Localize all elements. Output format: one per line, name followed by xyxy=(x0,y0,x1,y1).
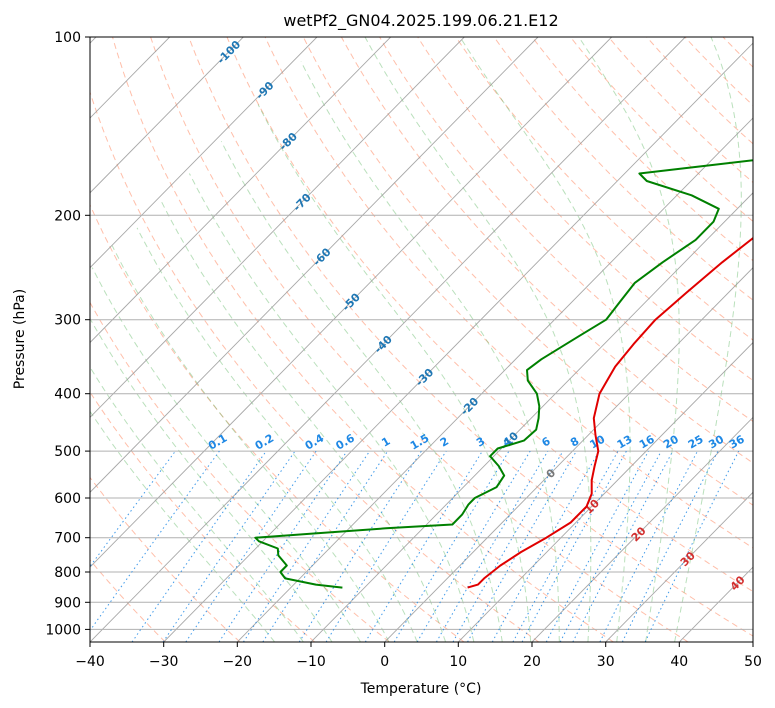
x-tick-label: 0 xyxy=(380,654,389,670)
plot-area-background xyxy=(90,37,753,642)
moist-adiabat-line xyxy=(90,317,333,642)
mixing-ratio-line xyxy=(162,450,296,642)
moist-adiabat-line xyxy=(674,37,742,642)
isotherm-line xyxy=(90,37,318,269)
mixing-ratio-line xyxy=(262,450,389,642)
dry-adiabat-line xyxy=(90,476,241,642)
dry-adiabat-line xyxy=(302,37,753,506)
dry-adiabat-line xyxy=(90,391,316,642)
mixing-ratio-line xyxy=(416,450,531,642)
mixing-ratio-line xyxy=(364,450,483,642)
dry-adiabat-line xyxy=(761,37,775,642)
isotherm-line xyxy=(310,192,753,642)
background-lines xyxy=(90,37,775,642)
mixing-ratio-line xyxy=(621,450,719,642)
mixing-ratio-line xyxy=(131,450,267,642)
x-tick-label: 30 xyxy=(597,654,615,670)
isotherm-line xyxy=(163,42,753,642)
x-tick-label: −10 xyxy=(296,654,326,670)
mixing-ratio-line xyxy=(435,450,549,642)
mixing-ratio-line xyxy=(545,450,650,642)
chart-title: wetPf2_GN04.2025.199.06.21.E12 xyxy=(283,11,558,31)
moist-adiabat-line xyxy=(257,104,532,642)
dry-adiabat-line xyxy=(112,37,614,642)
moist-adiabat-line xyxy=(161,201,446,642)
mixing-ratio-line xyxy=(185,450,317,642)
isotherm-line xyxy=(605,491,753,642)
x-tick-label: −30 xyxy=(149,654,179,670)
y-tick-label: 500 xyxy=(54,444,81,460)
isotherm-line xyxy=(90,37,613,568)
dry-adiabat-line xyxy=(90,301,390,642)
x-tick-label: −40 xyxy=(75,654,105,670)
x-axis-label: Temperature (°C) xyxy=(360,681,482,697)
isotherm-line xyxy=(384,267,753,642)
y-tick-label: 800 xyxy=(54,565,81,581)
mixing-ratio-line xyxy=(298,450,422,642)
isotherm-line xyxy=(90,37,686,642)
moist-adiabat-line xyxy=(578,37,680,642)
y-tick-label: 900 xyxy=(54,595,81,611)
mixing-ratio-line xyxy=(644,450,740,642)
dry-adiabat-line xyxy=(226,37,753,593)
x-tick-label: 20 xyxy=(523,654,541,670)
x-tick-label: 40 xyxy=(670,654,688,670)
y-tick-label: 700 xyxy=(54,531,81,547)
y-tick-label: 300 xyxy=(54,313,81,329)
moist-adiabat-line xyxy=(90,366,304,642)
moist-adiabat-line xyxy=(459,37,631,642)
x-tick-label: 50 xyxy=(744,654,762,670)
dewpoint-profile-line xyxy=(254,159,753,589)
moist-adiabat-line xyxy=(364,37,592,642)
y-axis-label: Pressure (hPa) xyxy=(12,289,28,389)
mixing-ratio-line xyxy=(325,450,447,642)
profile-lines xyxy=(254,159,753,589)
mixing-ratio-line xyxy=(242,450,371,642)
mixing-ratio-line xyxy=(521,450,627,642)
mixing-ratio-line xyxy=(218,450,348,642)
y-tick-label: 600 xyxy=(54,491,81,507)
moist-adiabat-line xyxy=(91,267,362,642)
y-axis-ticks: 1000 900 800 700 600 500 400 300 200 100 xyxy=(45,30,90,638)
dry-adiabat-line xyxy=(90,90,540,642)
y-tick-label: 100 xyxy=(54,30,81,46)
isotherm-line xyxy=(90,37,465,419)
moist-adiabat-line xyxy=(188,173,475,642)
isotherm-line xyxy=(531,416,753,642)
x-tick-label: 10 xyxy=(449,654,467,670)
isotherm-line xyxy=(457,341,753,642)
x-tick-label: −20 xyxy=(223,654,253,670)
moist-adiabat-line xyxy=(111,245,390,642)
isotherm-line xyxy=(90,37,539,493)
isotherm-line xyxy=(752,641,753,642)
dry-adiabat-line xyxy=(264,37,753,549)
plot-area-frame xyxy=(89,36,754,643)
x-axis-ticks: −40 −30 −20 −10 0 10 20 30 40 50 xyxy=(75,642,762,670)
dry-adiabat-line xyxy=(150,37,689,642)
moist-adiabat-line xyxy=(300,61,560,642)
y-tick-label: 200 xyxy=(54,208,81,224)
isotherm-line xyxy=(90,37,244,194)
y-tick-label: 400 xyxy=(54,387,81,403)
y-tick-label: 1000 xyxy=(45,622,81,638)
temperature-profile-line xyxy=(467,236,753,589)
moist-adiabat-line xyxy=(136,227,418,642)
isotherm-line xyxy=(90,37,392,344)
isotherm-line xyxy=(236,117,753,642)
mixing-ratio-line xyxy=(559,450,662,642)
